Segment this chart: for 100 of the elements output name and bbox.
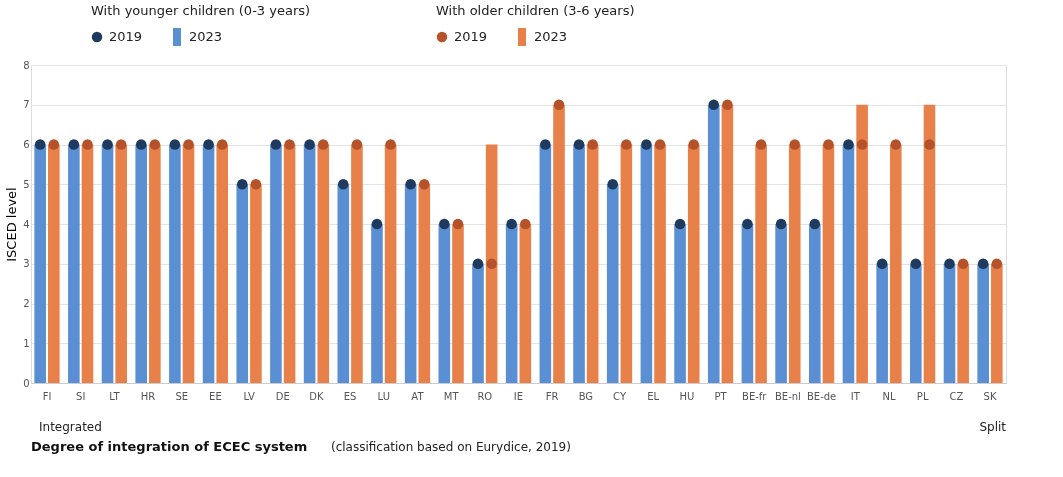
- bar: [384, 144, 397, 383]
- bar: [216, 144, 229, 383]
- bar: [620, 144, 633, 383]
- bar: [115, 144, 127, 383]
- bar: [182, 144, 195, 383]
- x-tick-label: DK: [309, 390, 324, 402]
- bar: [741, 224, 754, 383]
- x-tick-label: LV: [243, 390, 255, 402]
- bar: [775, 224, 787, 383]
- legend-label: 2019: [454, 29, 488, 44]
- x-tick-label: FI: [42, 390, 52, 402]
- bar: [687, 144, 700, 383]
- bar: [101, 144, 114, 383]
- y-tick-label: 3: [23, 258, 30, 270]
- bar: [351, 144, 363, 383]
- x-tick-label: AT: [411, 390, 425, 402]
- bar: [317, 144, 330, 383]
- bar: [957, 263, 969, 383]
- bar: [539, 144, 552, 383]
- text: (classification based on Eurydice, 2019): [331, 440, 571, 454]
- bar: [755, 144, 767, 383]
- bar: [250, 184, 262, 383]
- bar: [674, 224, 686, 383]
- bar: [337, 184, 350, 383]
- bar: [822, 144, 835, 383]
- bar: [654, 144, 666, 383]
- text: Integrated: [39, 420, 102, 434]
- y-tick-label: 4: [23, 218, 30, 230]
- bar: [485, 144, 498, 383]
- bar: [876, 263, 888, 383]
- bar: [721, 104, 734, 383]
- x-tick-label: BE-de: [806, 390, 837, 402]
- bar: [236, 184, 249, 383]
- bar: [606, 184, 619, 383]
- bar: [68, 144, 80, 383]
- x-tick-label: ES: [343, 390, 357, 402]
- x-tick-label: HU: [679, 390, 695, 402]
- bar: [169, 144, 181, 383]
- bar: [923, 104, 936, 383]
- legend-label: 2023: [534, 29, 568, 44]
- x-tick-label: BE-nl: [774, 390, 801, 402]
- x-tick-label: IE: [513, 390, 524, 402]
- y-tick-label: 2: [23, 298, 30, 309]
- x-tick-label: LT: [109, 390, 121, 402]
- x-tick-label: CY: [613, 390, 627, 402]
- bar: [889, 144, 902, 383]
- x-tick-label: SI: [76, 390, 86, 402]
- x-tick-label: NL: [882, 390, 896, 402]
- text: With younger children (0-3 years): [91, 3, 311, 18]
- x-tick-label: SK: [983, 390, 997, 402]
- bar: [418, 184, 431, 383]
- bar: [910, 263, 922, 383]
- x-tick-label: IT: [850, 390, 861, 402]
- y-tick-label: 0: [23, 377, 30, 389]
- x-tick-label: BE-fr: [742, 390, 768, 402]
- y-axis-title: ISCED level: [4, 187, 20, 262]
- bar: [640, 144, 653, 383]
- bar: [505, 224, 518, 383]
- text: Degree of integration of ECEC system: [31, 439, 308, 454]
- bar: [283, 144, 296, 383]
- bar: [573, 144, 585, 383]
- bar: [438, 224, 451, 383]
- bar: [519, 224, 532, 383]
- bar: [808, 224, 821, 383]
- bar: [943, 263, 956, 383]
- bar: [553, 104, 565, 383]
- bar: [303, 144, 316, 383]
- y-tick-label: 8: [23, 59, 30, 71]
- y-tick-label: 6: [23, 139, 30, 150]
- bar: [149, 144, 161, 383]
- x-tick-label: EL: [647, 390, 660, 402]
- x-tick-label: SE: [175, 390, 189, 402]
- x-tick-label: CZ: [949, 390, 964, 402]
- bar: [81, 144, 94, 383]
- x-tick-label: EE: [209, 390, 222, 402]
- x-tick-label: FR: [545, 390, 559, 402]
- x-tick-label: LU: [377, 390, 390, 402]
- text: Split: [979, 420, 1007, 434]
- x-tick-label: BG: [578, 390, 594, 402]
- y-tick-label: 1: [23, 337, 30, 349]
- x-tick-label: DE: [275, 390, 290, 402]
- bar: [452, 224, 464, 383]
- legend-label: 2023: [189, 29, 223, 44]
- bar: [270, 144, 282, 383]
- bar: [202, 144, 215, 383]
- bar: [977, 263, 989, 383]
- x-tick-label: HR: [140, 390, 156, 402]
- x-tick-label: MT: [443, 390, 460, 402]
- bar: [842, 144, 855, 383]
- x-tick-label: RO: [477, 390, 493, 402]
- legend-label: 2019: [109, 29, 143, 44]
- bar: [371, 224, 383, 383]
- bar: [856, 104, 868, 383]
- y-tick-label: 5: [23, 178, 30, 190]
- bar: [788, 144, 801, 383]
- bar: [34, 144, 46, 383]
- bar: [707, 104, 720, 383]
- text: With older children (3-6 years): [436, 3, 635, 18]
- x-tick-label: PL: [916, 390, 929, 402]
- bar: [586, 144, 599, 383]
